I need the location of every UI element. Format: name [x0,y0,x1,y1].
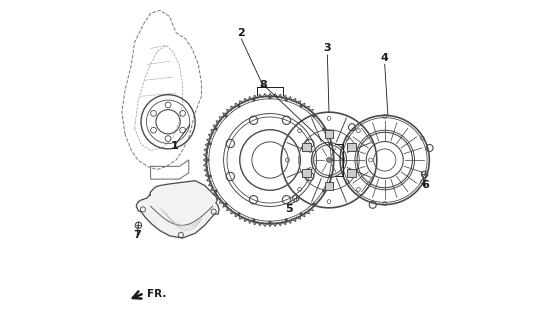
Circle shape [225,203,227,205]
Polygon shape [136,181,219,238]
Circle shape [207,159,209,161]
Circle shape [285,219,287,221]
Circle shape [215,190,217,192]
Circle shape [252,99,255,101]
Circle shape [300,105,302,108]
Circle shape [215,128,217,130]
Circle shape [225,115,227,117]
Text: 4: 4 [381,53,389,63]
Text: 7: 7 [133,230,141,240]
Text: 6: 6 [421,180,429,190]
Circle shape [312,203,315,205]
Text: 2: 2 [237,28,245,37]
Bar [325,130,334,138]
Circle shape [208,143,211,145]
Bar [302,143,311,151]
Circle shape [326,157,331,163]
Circle shape [322,128,325,130]
Circle shape [238,212,240,215]
Circle shape [337,112,433,208]
Circle shape [322,190,325,192]
Circle shape [329,143,331,145]
Text: 1: 1 [171,141,178,151]
Circle shape [238,105,240,108]
Circle shape [202,92,337,228]
Text: 8: 8 [260,80,267,90]
Text: 5: 5 [285,204,293,214]
Bar [348,169,356,177]
Circle shape [208,175,211,177]
Circle shape [285,99,287,101]
Bar [302,169,311,177]
Circle shape [269,221,271,223]
Circle shape [312,115,315,117]
Circle shape [278,109,380,211]
Circle shape [269,97,271,99]
Text: FR.: FR. [147,290,166,300]
Circle shape [252,219,255,221]
Circle shape [329,175,331,177]
Circle shape [331,159,334,161]
Text: 3: 3 [324,44,331,53]
Bar [348,143,356,151]
Circle shape [300,212,302,215]
Bar [325,182,334,190]
